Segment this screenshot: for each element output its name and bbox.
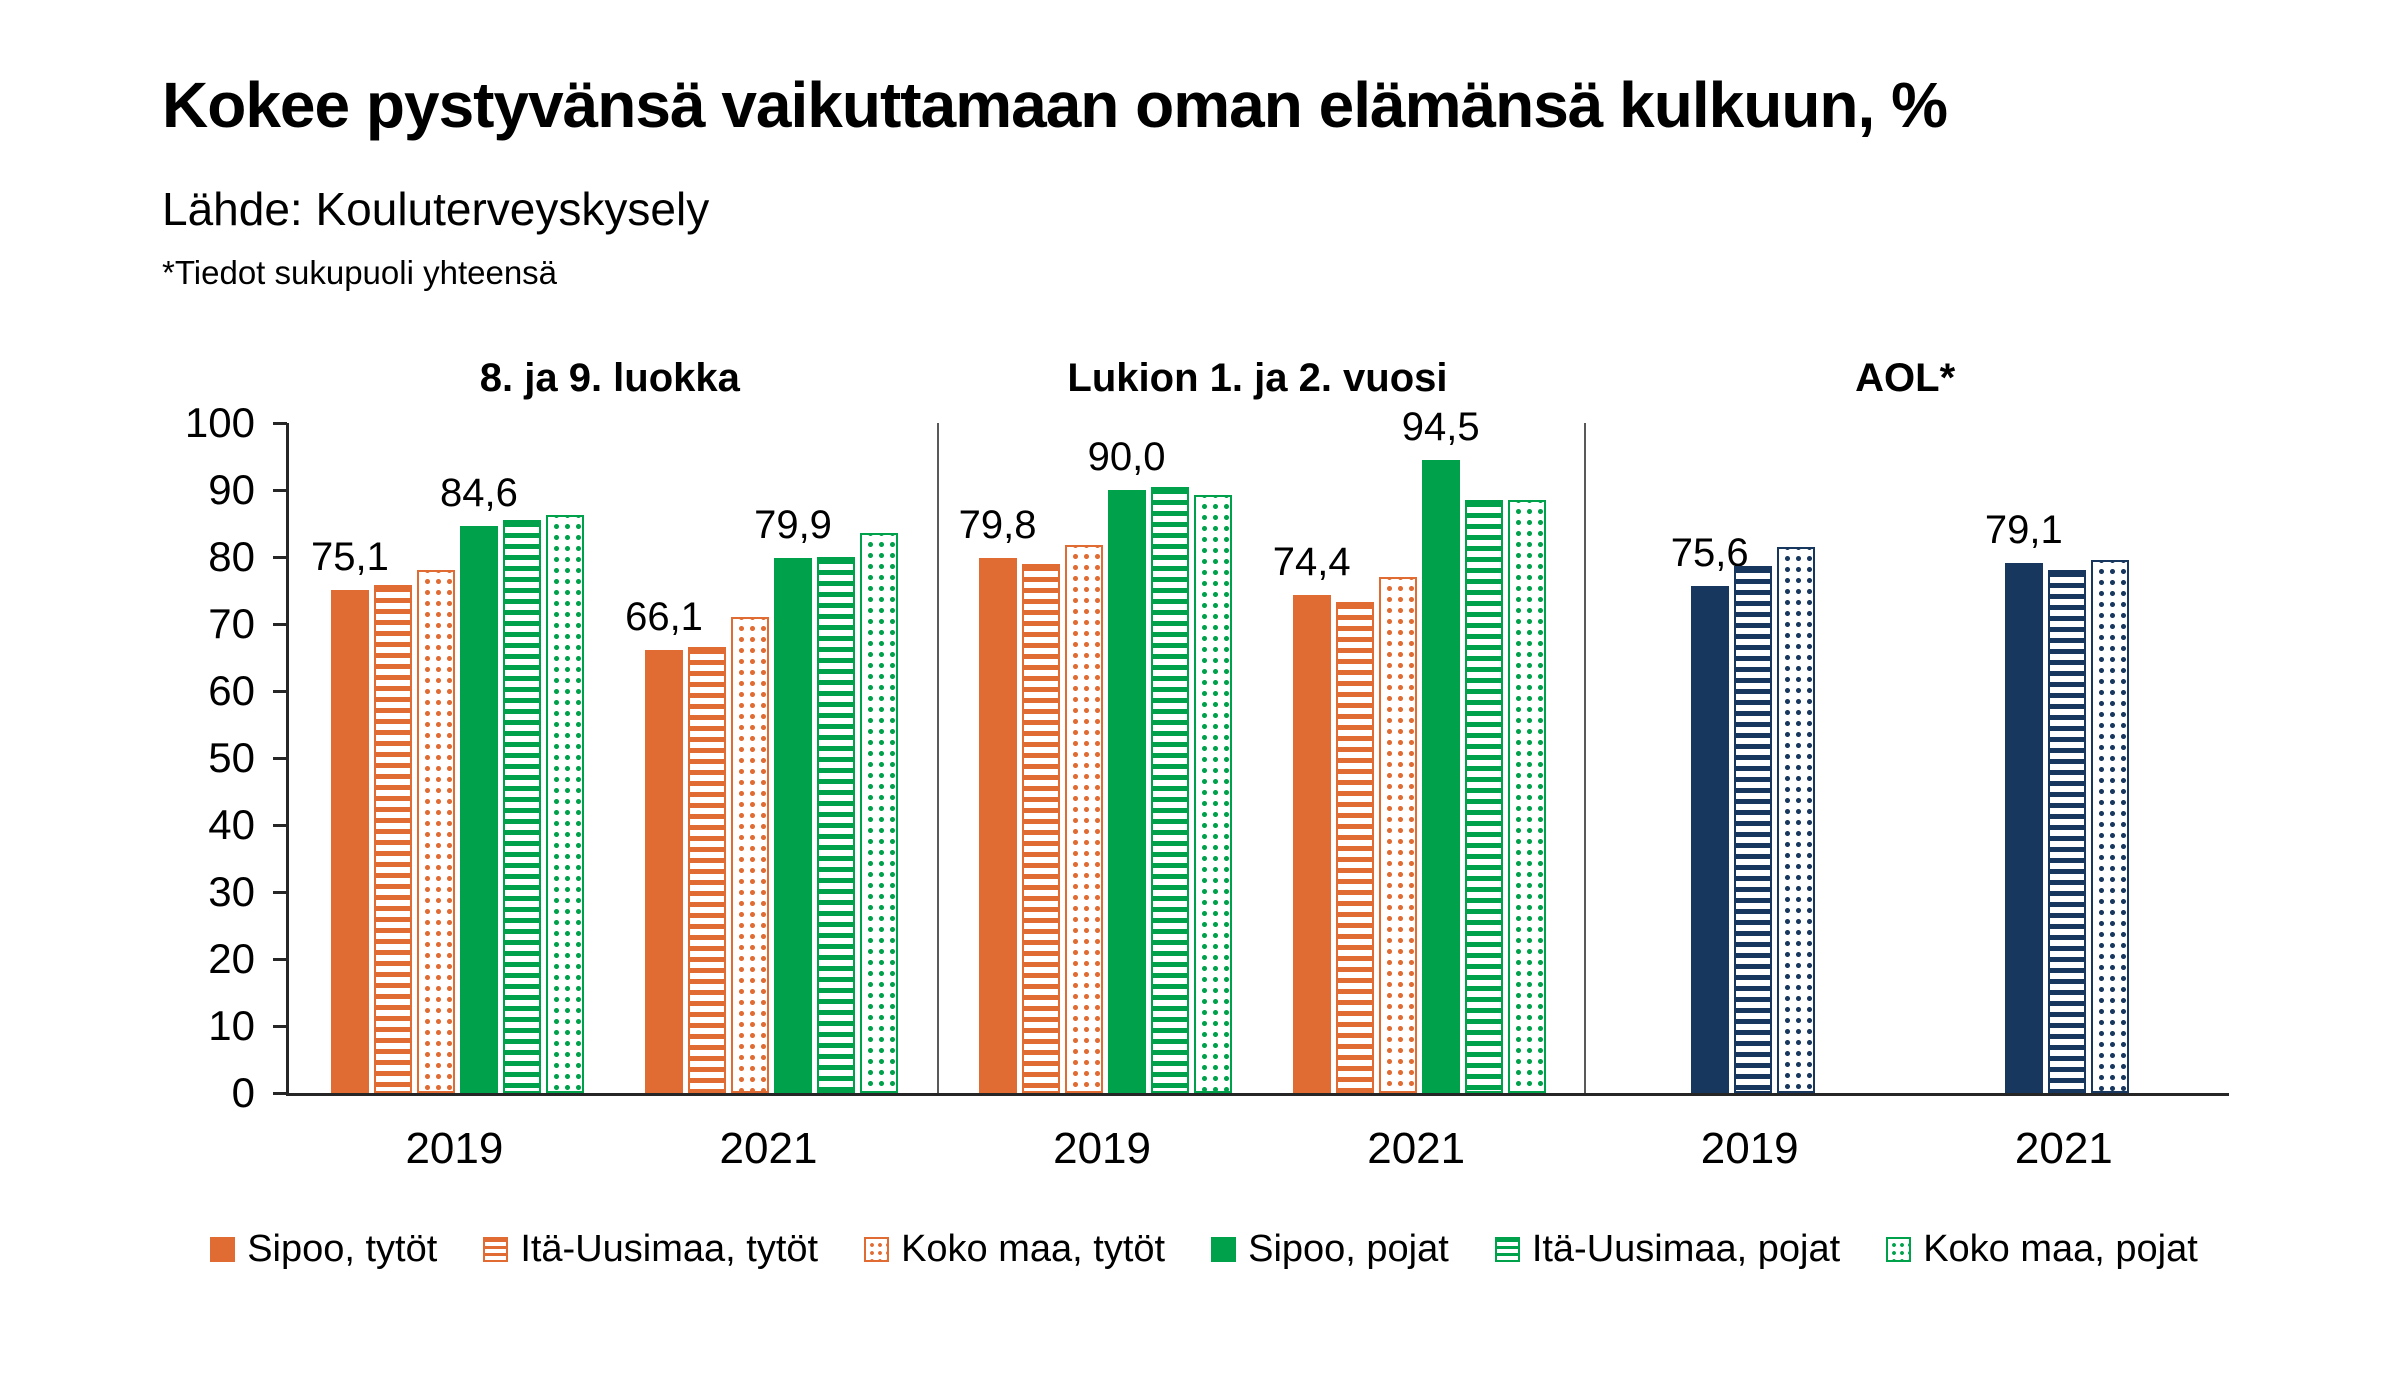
y-tick-label: 20 xyxy=(208,935,255,982)
bar xyxy=(1507,500,1546,1093)
y-tick-label: 30 xyxy=(208,868,255,915)
bar xyxy=(978,558,1017,1093)
bar xyxy=(1464,500,1503,1093)
x-axis: 2019 2021 2019 2021 2019 2021 xyxy=(286,1096,2229,1186)
y-tick-mark xyxy=(273,823,287,827)
bar xyxy=(330,589,369,1093)
legend-swatch xyxy=(483,1237,509,1262)
legend: Sipoo, tytöt Itä-Uusimaa, tytöt Koko maa, … xyxy=(0,1228,2408,1271)
bar-value-label: 79,8 xyxy=(958,503,1037,548)
bar xyxy=(545,515,584,1093)
bar xyxy=(2090,559,2129,1093)
y-tick-label: 80 xyxy=(208,533,255,580)
legend-label: Itä-Uusimaa, tytöt xyxy=(520,1228,819,1270)
legend-item: Koko maa, pojat xyxy=(1886,1228,2198,1271)
bar-value-label: 74,4 xyxy=(1272,539,1351,584)
x-tick-label: 2021 xyxy=(719,1124,818,1173)
bar xyxy=(1193,495,1232,1093)
bar xyxy=(1421,459,1460,1093)
bar-value-label: 84,6 xyxy=(439,471,518,516)
y-tick-label: 0 xyxy=(231,1069,255,1116)
chart-title: Kokee pystyvänsä vaikuttamaan oman elämä… xyxy=(162,69,1948,141)
legend-item: Koko maa, tytöt xyxy=(864,1228,1165,1271)
y-tick-mark xyxy=(273,1091,287,1095)
legend-item: Sipoo, tytöt xyxy=(210,1228,437,1271)
legend-item: Sipoo, pojat xyxy=(1211,1228,1449,1271)
y-tick-mark xyxy=(273,756,287,760)
chart: 8. ja 9. luokka Lukion 1. ja 2. vuosi AOL*… xyxy=(185,352,2229,1186)
y-tick-mark xyxy=(273,421,287,425)
y-tick-mark xyxy=(273,555,287,559)
panel-separator xyxy=(936,423,939,1093)
y-tick-mark xyxy=(273,488,287,492)
bar-value-label: 79,9 xyxy=(754,502,832,547)
bar-value-label: 79,1 xyxy=(1984,508,2063,553)
bar xyxy=(1064,544,1103,1093)
bar xyxy=(1378,577,1417,1093)
legend-label: Koko maa, pojat xyxy=(1923,1228,2198,1270)
bar xyxy=(1107,490,1146,1093)
bar xyxy=(645,650,683,1093)
bar xyxy=(1292,594,1331,1093)
bar xyxy=(373,585,412,1093)
bar xyxy=(2047,570,2086,1093)
bar xyxy=(688,646,726,1093)
panel-title: 8. ja 9. luokka xyxy=(479,356,740,400)
y-tick-mark xyxy=(273,890,287,894)
legend-swatch xyxy=(1211,1237,1237,1262)
bar-value-label: 66,1 xyxy=(625,595,703,640)
bar xyxy=(1776,546,1815,1093)
chart-subtitle: Lähde: Kouluterveyskysely xyxy=(162,183,710,235)
legend-label: Koko maa, tytöt xyxy=(901,1228,1166,1270)
legend-swatch xyxy=(1494,1237,1520,1262)
bar xyxy=(1021,563,1060,1093)
panel-title: Lukion 1. ja 2. vuosi xyxy=(1067,356,1448,400)
legend-swatch xyxy=(1886,1237,1912,1262)
bar-value-label: 75,1 xyxy=(310,534,389,579)
chart-footnote: *Tiedot sukupuoli yhteensä xyxy=(162,254,558,291)
bar-value-label: 94,5 xyxy=(1401,404,1480,449)
legend-label: Sipoo, tytöt xyxy=(247,1228,438,1270)
x-tick-label: 2021 xyxy=(2014,1124,2113,1173)
x-tick-label: 2019 xyxy=(1700,1124,1799,1173)
bar xyxy=(416,570,455,1093)
bar xyxy=(502,520,541,1093)
y-tick-label: 100 xyxy=(184,399,255,446)
plot-area: 0 10 20 30 40 50 60 70 80 90 100 75,1 84,6 66,1 79,9 79… xyxy=(185,402,2229,1114)
legend-swatch xyxy=(864,1237,890,1262)
y-tick-mark xyxy=(273,689,287,693)
y-tick-mark xyxy=(273,957,287,961)
bar xyxy=(1733,566,1772,1093)
x-tick-label: 2021 xyxy=(1367,1124,1466,1173)
bar xyxy=(731,617,769,1093)
bar xyxy=(1690,586,1729,1093)
y-tick-label: 50 xyxy=(208,734,255,781)
bar xyxy=(1335,601,1374,1093)
legend-item: Itä-Uusimaa, pojat xyxy=(1494,1228,1841,1271)
bar xyxy=(1150,487,1189,1093)
y-tick-label: 10 xyxy=(208,1002,255,1049)
y-tick-label: 90 xyxy=(208,466,255,513)
legend-swatch xyxy=(210,1237,236,1262)
panel-titles: 8. ja 9. luokka Lukion 1. ja 2. vuosi AOL* xyxy=(286,352,2229,423)
legend-item: Itä-Uusimaa, tytöt xyxy=(483,1228,818,1271)
y-tick-label: 60 xyxy=(208,667,255,714)
bar-value-label: 90,0 xyxy=(1087,435,1166,479)
legend-label: Itä-Uusimaa, pojat xyxy=(1531,1228,1841,1270)
bar xyxy=(2004,563,2043,1093)
bar xyxy=(459,526,498,1093)
bar xyxy=(774,557,812,1093)
bar xyxy=(860,532,898,1093)
x-tick-label: 2019 xyxy=(405,1124,504,1173)
y-tick-label: 70 xyxy=(208,600,255,647)
legend-label: Sipoo, pojat xyxy=(1248,1228,1449,1270)
bar xyxy=(817,557,855,1093)
panel-separator xyxy=(1584,423,1587,1093)
panel-title: AOL* xyxy=(1855,356,1956,400)
x-tick-label: 2019 xyxy=(1053,1124,1151,1173)
y-tick-mark xyxy=(273,622,287,626)
y-tick-label: 40 xyxy=(208,801,255,848)
y-tick-mark xyxy=(273,1024,287,1028)
